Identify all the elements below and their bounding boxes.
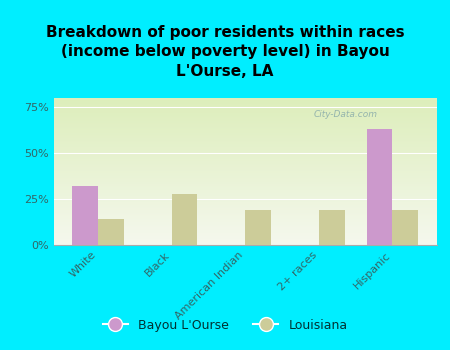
Text: City-Data.com: City-Data.com [314,110,378,119]
Bar [319,210,345,245]
Bar [392,210,418,245]
Text: Breakdown of poor residents within races
(income below poverty level) in Bayou
L: Breakdown of poor residents within races… [46,25,404,79]
Bar [98,219,124,245]
Bar [172,194,198,245]
Bar [72,186,98,245]
Legend: Bayou L'Ourse, Louisiana: Bayou L'Ourse, Louisiana [98,314,352,337]
Bar [367,129,392,245]
Bar [245,210,271,245]
